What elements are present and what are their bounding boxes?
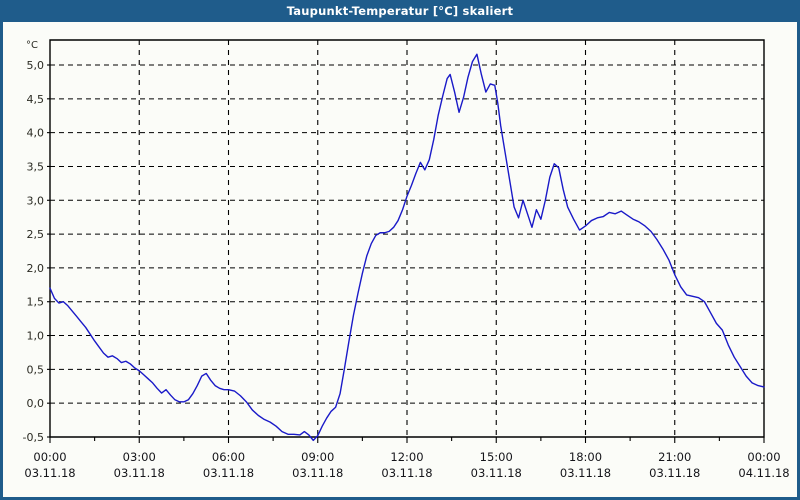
chart-background	[3, 22, 797, 497]
x-axis-time-label: 18:00	[569, 450, 602, 464]
y-axis-unit-label: °C	[26, 40, 38, 51]
x-axis-time-label: 00:00	[33, 450, 66, 464]
x-axis-time-label: 21:00	[658, 450, 691, 464]
y-axis-tick-label: 4,0	[27, 127, 45, 140]
x-axis-time-label: 03:00	[123, 450, 156, 464]
y-axis-tick-label: 1,5	[27, 296, 45, 309]
window-titlebar: Taupunkt-Temperatur [°C] skaliert	[0, 0, 800, 22]
x-axis-date-label: 03.11.18	[471, 466, 522, 480]
plot-frame	[49, 39, 765, 438]
x-axis-date-label: 03.11.18	[292, 466, 343, 480]
x-axis-date-label: 03.11.18	[560, 466, 611, 480]
x-axis-date-label: 03.11.18	[649, 466, 700, 480]
x-axis-date-label: 03.11.18	[203, 466, 254, 480]
x-axis-date-label: 03.11.18	[24, 466, 75, 480]
y-axis-tick-label: 4,5	[27, 93, 45, 106]
y-axis-tick-label: 0,0	[27, 397, 45, 410]
x-axis-time-label: 12:00	[390, 450, 423, 464]
data-series-line	[49, 53, 765, 442]
x-axis-labels: 00:00 03.11.18 03:00 03.11.18 06:00 03.11.18 0…	[24, 450, 789, 480]
y-axis-labels: 5,0 4,5 4,0 3,5 3,0 2,5 2,0 1,5 1,0 0,5 0,0 -0,5	[23, 59, 44, 444]
chart-canvas: 5,0 4,5 4,0 3,5 3,0 2,5 2,0 1,5 1,0 0,5 0,0 -0,5 °C…	[3, 22, 797, 497]
y-axis-tick-label: 1,0	[27, 330, 45, 343]
y-axis-tick-label: 0,5	[27, 363, 45, 376]
x-axis-time-label: 00:00	[747, 450, 780, 464]
data-series-group	[49, 53, 765, 442]
line-chart-icon: 5,0 4,5 4,0 3,5 3,0 2,5 2,0 1,5 1,0 0,5 0,0 -0,5 °C…	[3, 22, 797, 497]
y-axis-tick-label: 2,5	[27, 228, 45, 241]
x-axis-tick-marks	[49, 437, 765, 443]
page-title: Taupunkt-Temperatur [°C] skaliert	[286, 4, 514, 18]
y-axis-tick-label: -0,5	[23, 431, 44, 444]
x-axis-time-label: 15:00	[480, 450, 513, 464]
y-axis-tick-label: 5,0	[27, 59, 45, 72]
y-axis-unit-label-text: °C	[26, 40, 38, 51]
x-axis-time-label: 06:00	[212, 450, 245, 464]
x-axis-date-label: 03.11.18	[114, 466, 165, 480]
x-axis-date-label: 04.11.18	[738, 466, 789, 480]
y-axis-tick-label: 3,0	[27, 194, 45, 207]
x-axis-time-label: 09:00	[301, 450, 334, 464]
y-axis-tick-label: 2,0	[27, 262, 45, 275]
x-axis-date-label: 03.11.18	[381, 466, 432, 480]
y-axis-tick-label: 3,5	[27, 160, 45, 173]
